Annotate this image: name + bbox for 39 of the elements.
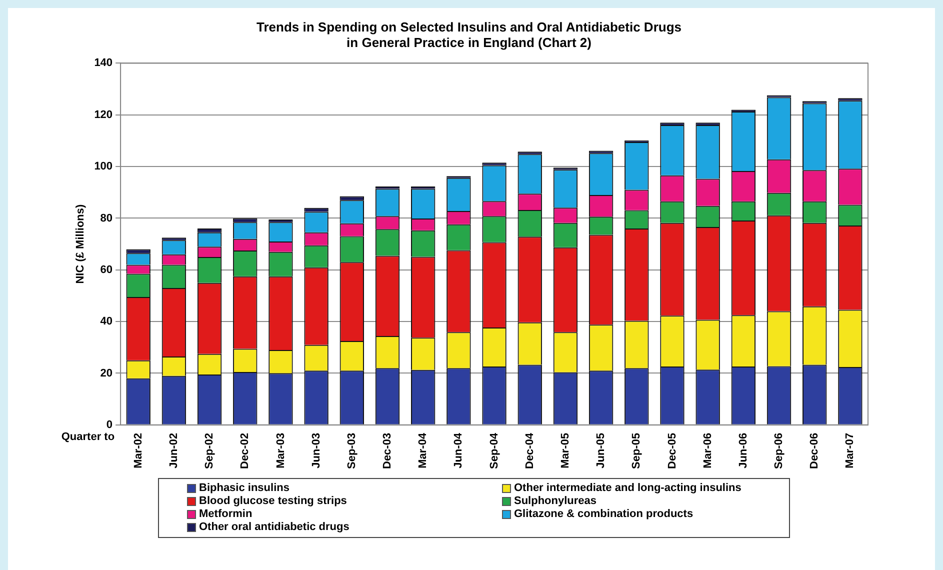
- y-tick-label: 20: [100, 367, 113, 380]
- x-tick-label: Jun-04: [452, 432, 465, 468]
- legend-label: Sulphonylureas: [514, 495, 597, 507]
- y-tick-label: 120: [94, 108, 113, 121]
- x-tick-label: Mar-03: [274, 432, 287, 468]
- y-tick-label: 60: [100, 264, 113, 276]
- x-tick-label: Dec-06: [808, 432, 821, 469]
- y-tick-label: 140: [94, 57, 113, 70]
- x-tick-label: Sep-05: [630, 432, 643, 469]
- legend-label: Glitazone & combination products: [514, 508, 694, 520]
- x-tick-label: Sep-03: [346, 432, 358, 469]
- x-tick-label: Dec-03: [382, 432, 394, 469]
- y-axis-title: NIC (£ Millions): [74, 204, 87, 284]
- x-tick-label: Mar-06: [702, 432, 714, 468]
- x-tick-label: Jun-06: [737, 432, 750, 468]
- y-tick-label: 100: [94, 160, 113, 173]
- x-tick-label: Dec-04: [524, 432, 536, 469]
- x-tick-label: Jun-03: [310, 432, 322, 468]
- legend-label: Other intermediate and long-acting insulins: [514, 482, 742, 494]
- y-tick-label: 0: [106, 418, 113, 431]
- legend-label: Biphasic insulins: [199, 482, 290, 494]
- x-tick-label: Mar-04: [417, 432, 430, 468]
- x-tick-label: Mar-07: [844, 432, 856, 468]
- x-tick-label: Sep-06: [773, 432, 786, 469]
- x-tick-label: Jun-05: [595, 432, 608, 468]
- legend-label: Other oral antidiabetic drugs: [199, 521, 350, 533]
- x-tick-label: Dec-02: [239, 432, 252, 469]
- y-tick-label: 40: [100, 316, 113, 328]
- x-tick-label: Dec-05: [666, 432, 678, 469]
- legend-label: Blood glucose testing strips: [199, 495, 347, 507]
- x-tick-label: Mar-05: [559, 432, 572, 468]
- legend-label: Metformin: [199, 508, 252, 520]
- x-axis-title: Quarter to: [61, 430, 115, 443]
- y-tick-label: 80: [100, 212, 113, 224]
- x-tick-label: Sep-04: [488, 432, 500, 469]
- x-tick-label: Sep-02: [204, 432, 216, 469]
- x-tick-label: Mar-02: [132, 432, 144, 468]
- x-tick-label: Jun-02: [168, 432, 180, 468]
- chart-title: Trends in Spending on Selected Insulins and Oral Antidiabetic Drugs in General Practice in England (Chart 2): [256, 19, 682, 50]
